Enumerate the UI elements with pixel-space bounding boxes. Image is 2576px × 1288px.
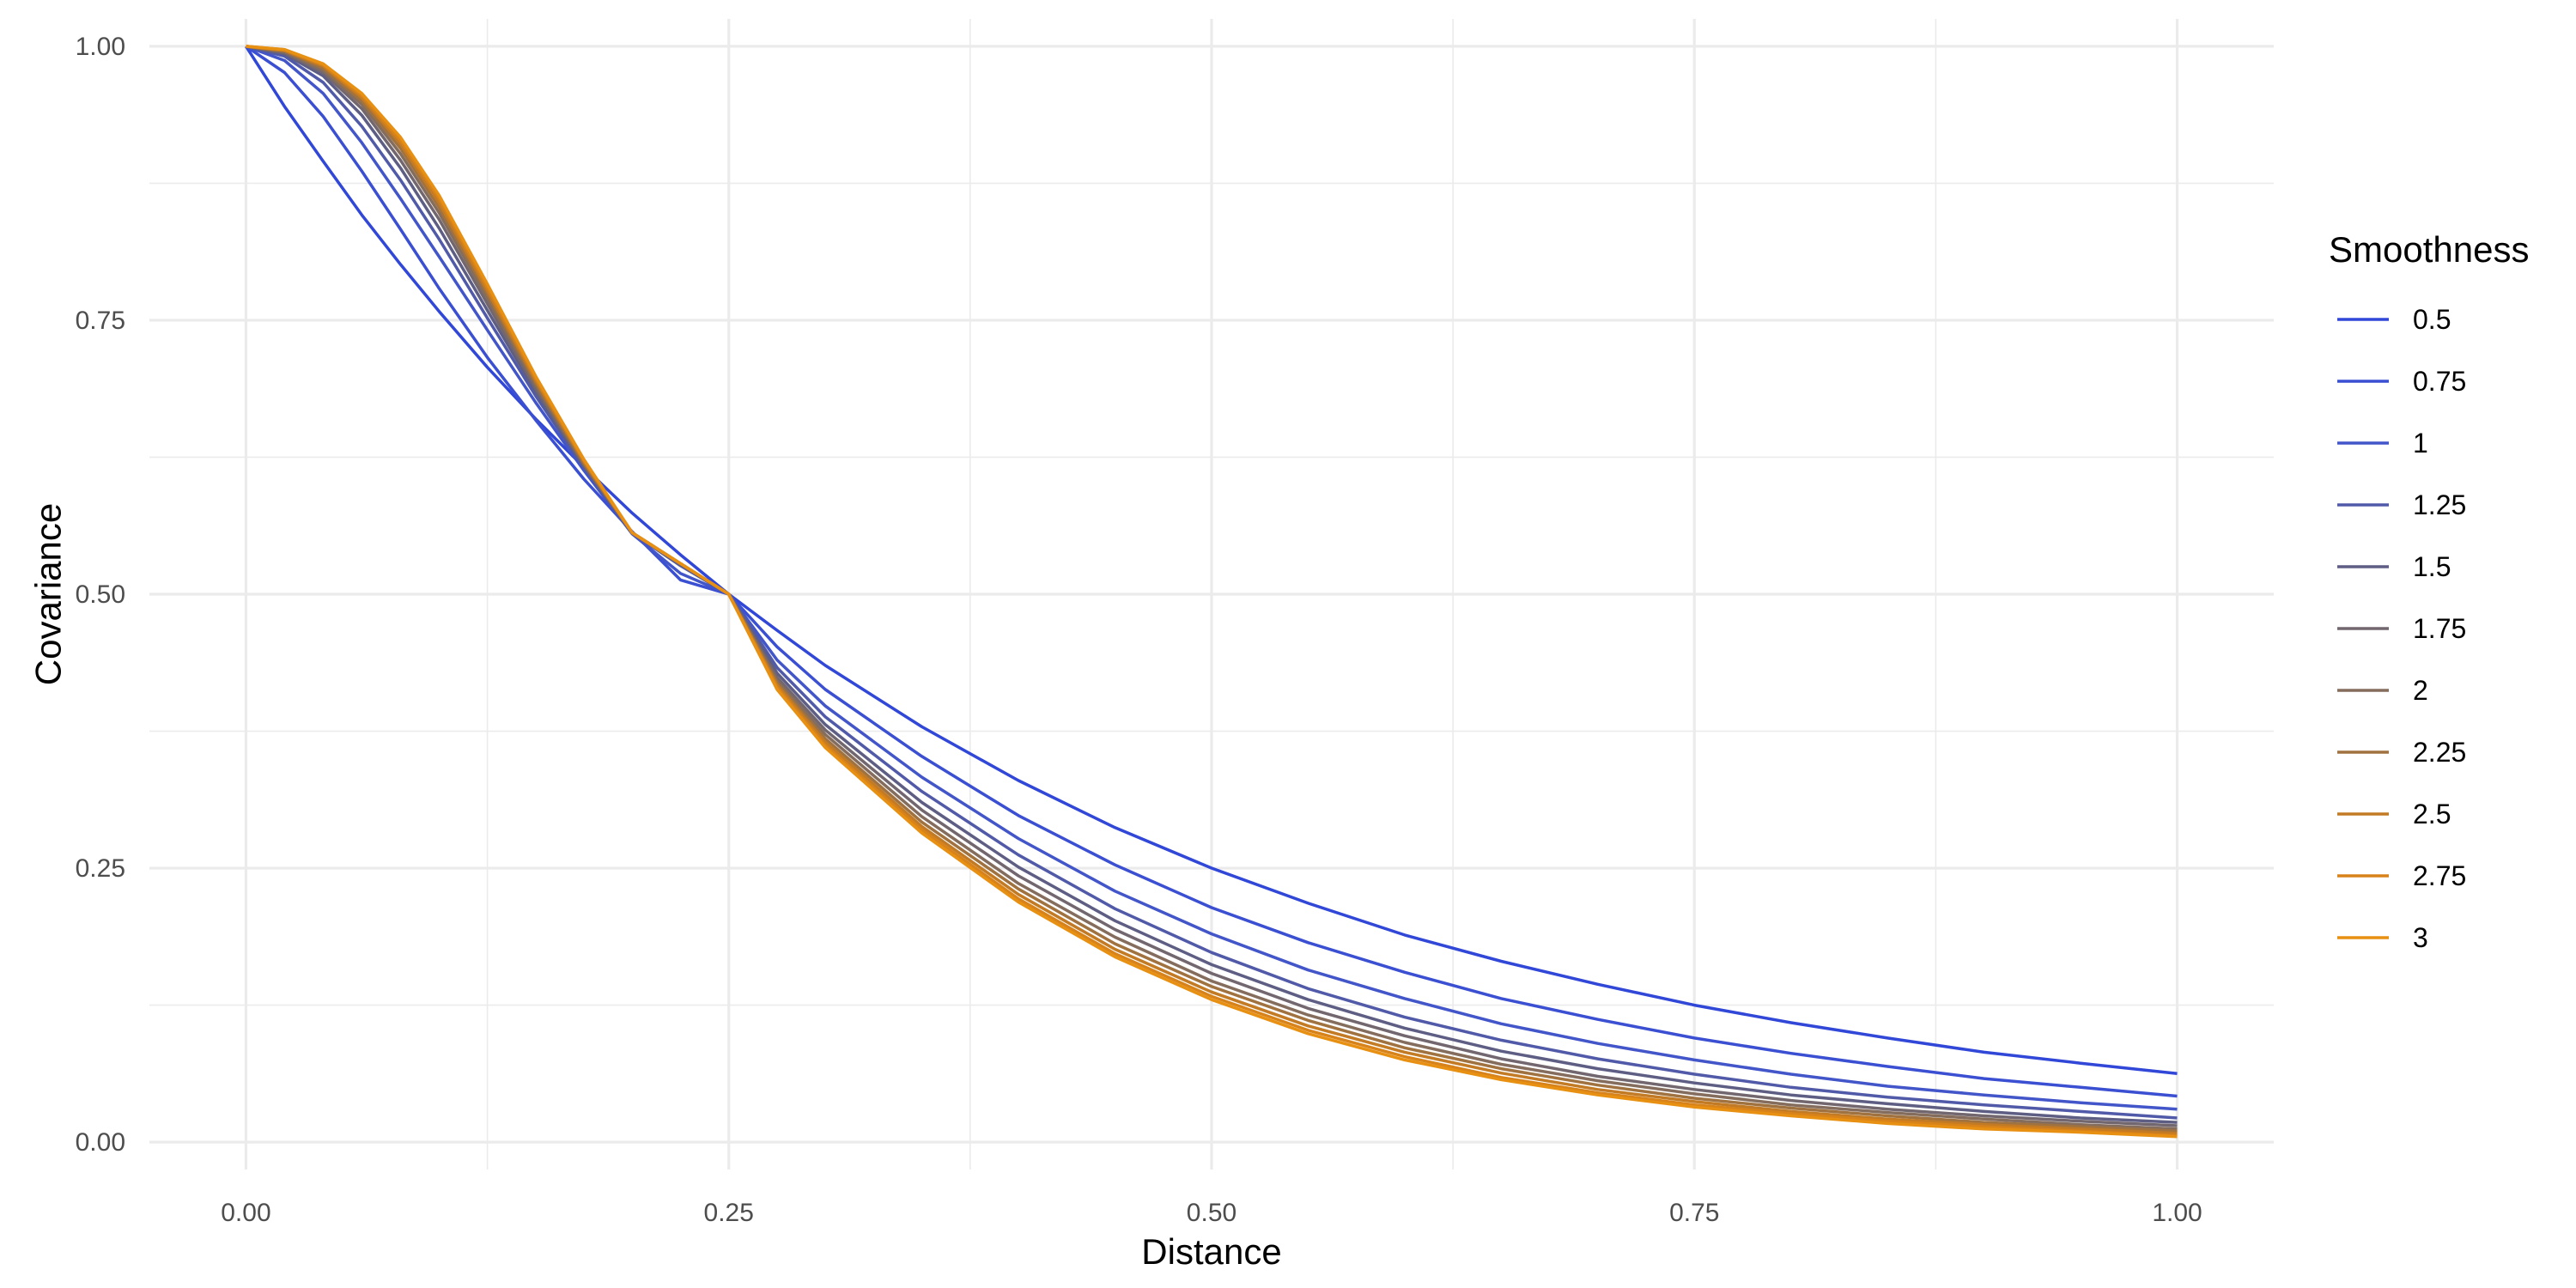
x-tick-label: 0.00	[221, 1199, 270, 1227]
series-line-1.75	[246, 45, 2178, 1127]
y-tick-label: 0.25	[76, 854, 125, 883]
series-line-0.75	[245, 45, 2178, 1098]
series-line-3	[246, 45, 2178, 1139]
tick-labels: 0.00 0.25 0.50 0.75 1.00 0.00 0.25 0.50 0.75 1.00	[76, 33, 2202, 1227]
y-tick-label: 0.00	[76, 1128, 125, 1157]
legend-label-2: 2	[2413, 675, 2428, 706]
y-tick-label: 0.50	[76, 580, 125, 609]
legend-label-2.5: 2.5	[2413, 799, 2451, 829]
y-axis-title: Covariance	[28, 503, 69, 685]
y-tick-label: 0.75	[76, 307, 125, 335]
y-tick-label: 1.00	[76, 33, 125, 61]
legend: Smoothness 0.5 0.75 1 1.25 1.5 1.75 2 2.25 2.5 2.…	[2329, 229, 2529, 953]
series-lines	[245, 45, 2178, 1139]
legend-label-1.75: 1.75	[2413, 613, 2466, 644]
grid	[149, 19, 2274, 1170]
legend-label-0.5: 0.5	[2413, 304, 2451, 335]
x-tick-label: 0.50	[1187, 1199, 1236, 1227]
series-line-2.5	[246, 45, 2178, 1135]
series-line-1	[245, 45, 2178, 1111]
x-tick-label: 1.00	[2152, 1199, 2202, 1227]
legend-label-1.5: 1.5	[2413, 551, 2451, 582]
x-tick-label: 0.75	[1669, 1199, 1719, 1227]
series-line-1.5	[246, 45, 2178, 1124]
x-tick-label: 0.25	[704, 1199, 754, 1227]
series-line-1.25	[246, 45, 2178, 1120]
legend-label-2.75: 2.75	[2413, 860, 2466, 891]
series-line-2	[246, 45, 2178, 1131]
x-axis-title: Distance	[1141, 1231, 1281, 1272]
legend-label-2.25: 2.25	[2413, 737, 2466, 768]
series-line-2.25	[246, 45, 2178, 1133]
series-line-2.75	[246, 45, 2178, 1138]
legend-label-1.25: 1.25	[2413, 489, 2466, 520]
legend-title: Smoothness	[2329, 229, 2529, 270]
legend-label-0.75: 0.75	[2413, 366, 2466, 397]
legend-label-1: 1	[2413, 428, 2428, 459]
series-line-0.5	[245, 45, 2178, 1076]
legend-label-3: 3	[2413, 922, 2428, 953]
